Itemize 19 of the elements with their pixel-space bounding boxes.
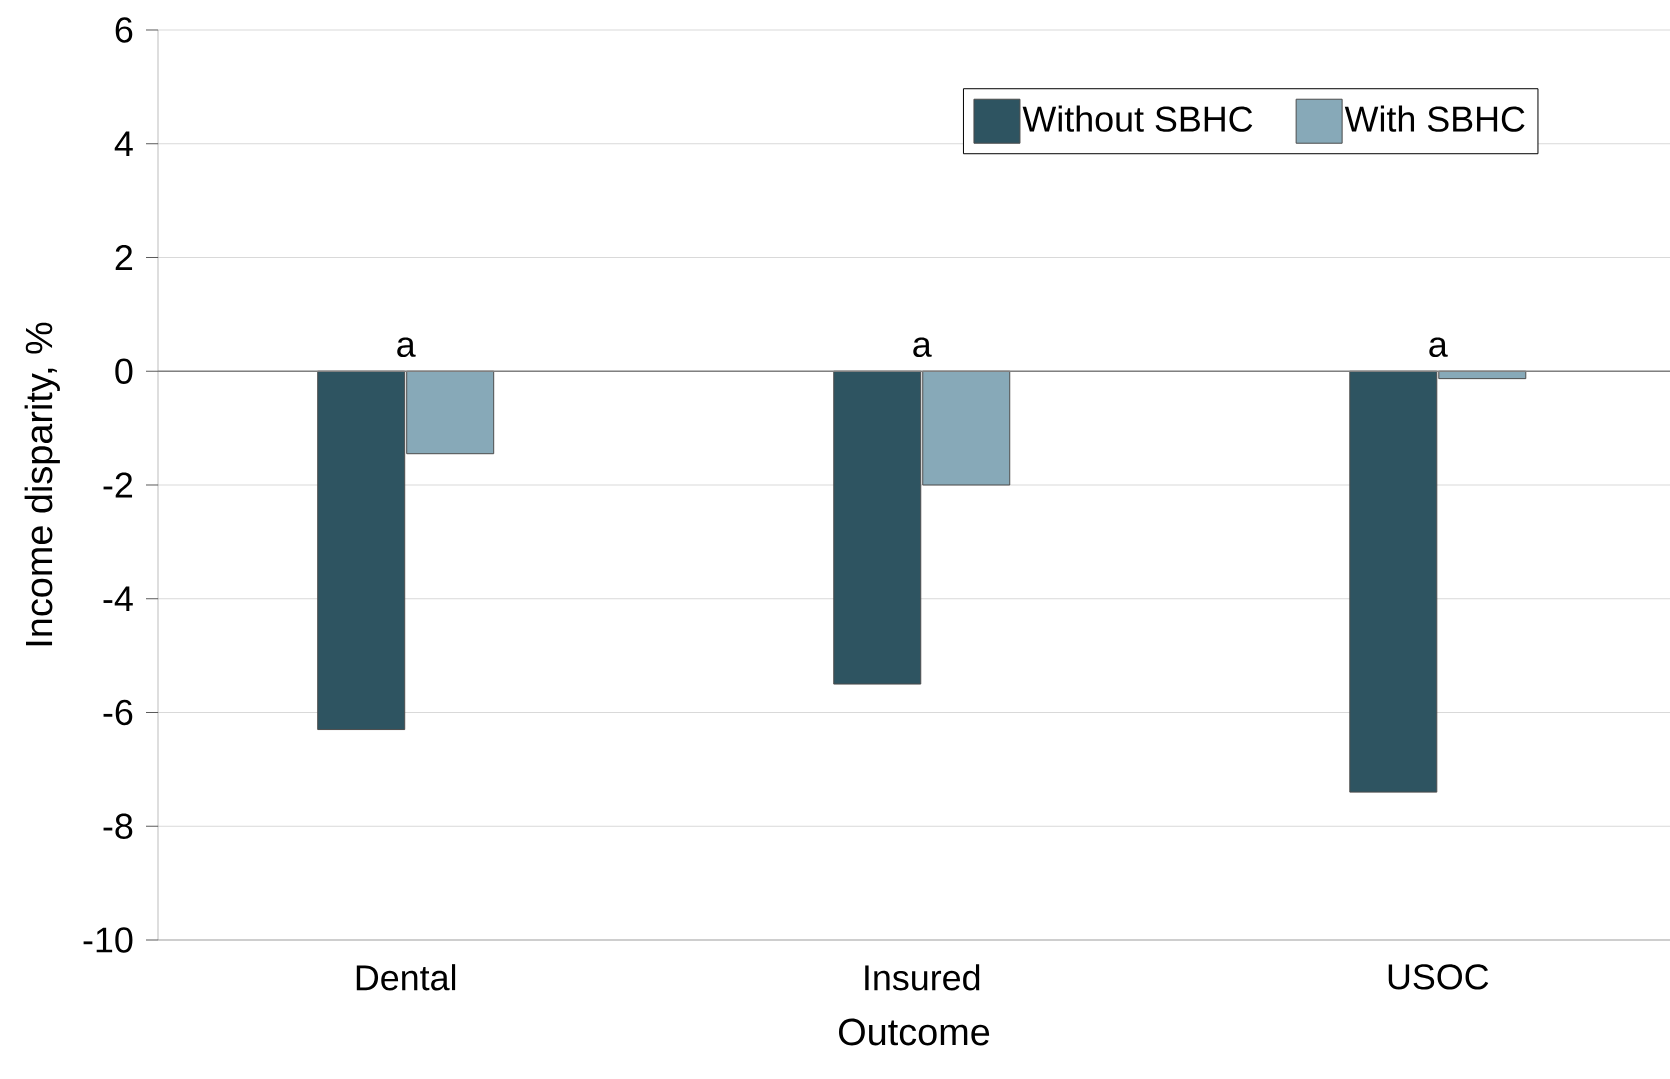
y-tick-label: 4 xyxy=(114,131,133,157)
y-tick-label: 6 xyxy=(115,17,133,43)
y-tick-label: 2 xyxy=(115,244,133,271)
annotation: a xyxy=(913,337,932,358)
y-axis-title: Income disparity, % xyxy=(24,322,60,646)
legend-label: With SBHC xyxy=(1344,105,1525,132)
x-axis-title: Outcome xyxy=(839,1018,990,1046)
y-tick-label: -8 xyxy=(103,813,133,839)
annotation: a xyxy=(1429,337,1448,358)
y-tick-label: -6 xyxy=(103,699,133,726)
y-tick-label: 0 xyxy=(115,358,133,384)
legend-label: Without SBHC xyxy=(1022,105,1253,132)
x-tick-label: USOC xyxy=(1388,964,1489,990)
x-tick-label: Insured xyxy=(865,964,980,991)
y-tick-label: -2 xyxy=(103,472,133,498)
y-tick-label: -4 xyxy=(103,586,133,612)
annotation: a xyxy=(397,337,416,358)
x-tick-label: Dental xyxy=(356,964,456,991)
y-tick-label: -10 xyxy=(83,927,133,953)
